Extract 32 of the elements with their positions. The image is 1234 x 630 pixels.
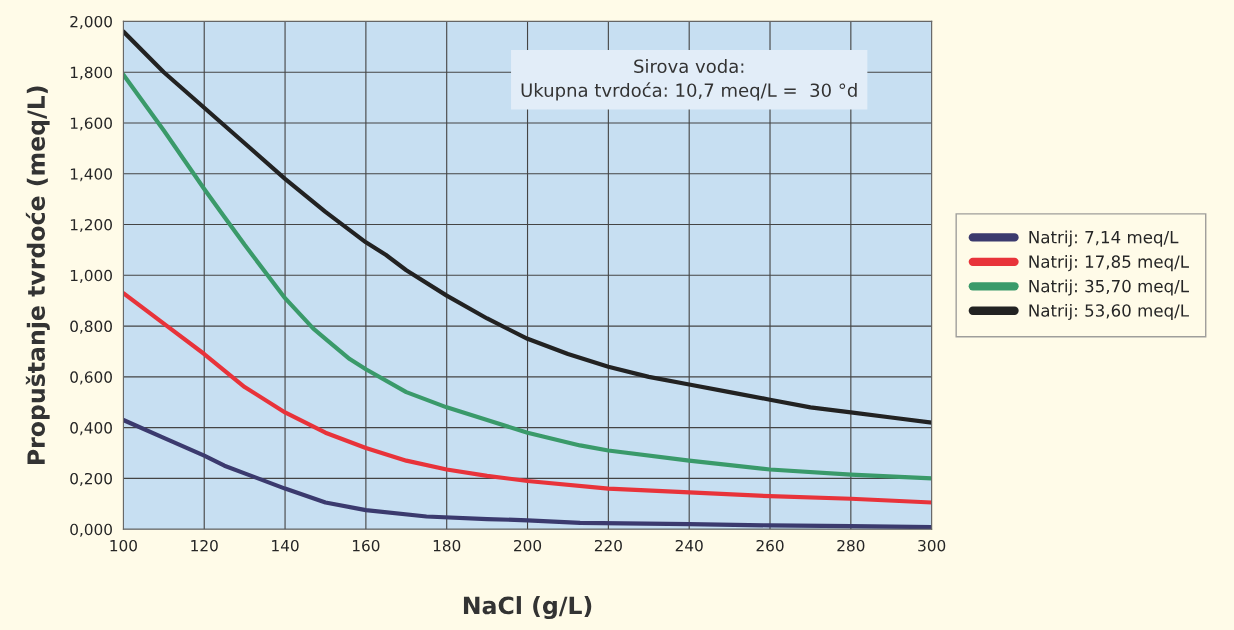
y-tick-label: 1,600 <box>70 117 112 131</box>
y-tick-label: 1,400 <box>70 168 112 182</box>
x-tick-label: 300 <box>918 539 946 552</box>
x-tick-label: 140 <box>272 539 299 552</box>
y-tick-label: 0,000 <box>70 523 112 537</box>
line-series <box>123 72 932 481</box>
x-tick-label: 100 <box>110 539 137 552</box>
y-tick-label: 1,800 <box>70 66 112 80</box>
x-axis-title: NaCl (g/L) <box>463 596 592 620</box>
x-tick-label: 260 <box>756 539 784 552</box>
y-tick-label: 0,600 <box>70 371 112 385</box>
legend-label: Natrij: 53,60 meq/L <box>1029 303 1189 321</box>
y-tick-label: 1,200 <box>70 219 112 233</box>
x-tick-label: 180 <box>433 539 461 552</box>
annotation: Sirova voda: Ukupna tvrdoća: 10,7 meq/L = 30 °d <box>521 59 857 101</box>
x-tick-label: 280 <box>837 539 865 552</box>
x-tick-label: 160 <box>352 539 380 552</box>
y-axis-title: Propuštanje tvrdoće (meq/L) <box>25 86 50 465</box>
y-tick-label: 1,000 <box>70 269 112 283</box>
line-series <box>123 290 932 505</box>
y-tick-label: 0,800 <box>70 320 112 334</box>
y-tick-label: 2,000 <box>70 15 112 29</box>
x-tick-label: 120 <box>191 539 218 552</box>
line-series <box>123 29 932 425</box>
y-tick-label: 0,200 <box>70 472 112 486</box>
x-tick-label: 200 <box>514 539 542 552</box>
x-tick-label: 240 <box>675 539 703 552</box>
y-tick-label: 0,400 <box>70 422 112 436</box>
x-tick-label: 220 <box>594 539 622 552</box>
legend-label: Natrij: 17,85 meq/L <box>1029 255 1189 272</box>
legend-label: Natrij: 7,14 meq/L <box>1029 230 1179 247</box>
legend-label: Natrij: 35,70 meq/L <box>1029 279 1189 296</box>
